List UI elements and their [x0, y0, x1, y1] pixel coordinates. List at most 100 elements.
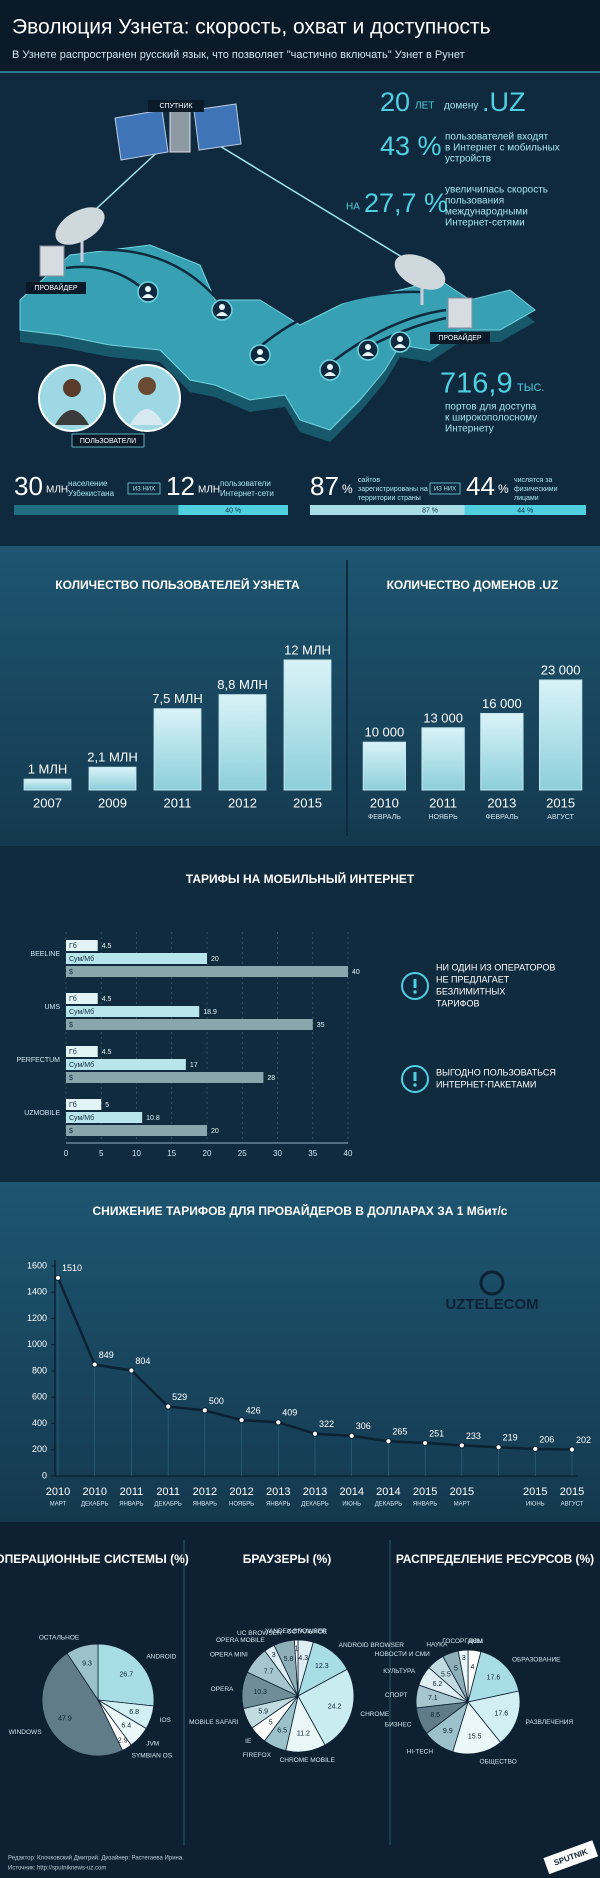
y-tick-label: 1400 [27, 1287, 47, 1297]
x-tick-label: 2014 [376, 1486, 400, 1498]
value-label: 35 [317, 1022, 325, 1029]
sputnik-logo: SPUTNIK [543, 1840, 599, 1875]
x-tick-sublabel: ЯНВАРЬ [193, 1502, 217, 1508]
note-text: БЕЗЛИМИТНЫХ [436, 986, 505, 996]
uztelecom-logo: UZTELECOM [445, 1270, 539, 1313]
series-label: Сум/Мб [69, 1114, 94, 1122]
fact-number: 43 % [380, 131, 442, 161]
series-label: $ [69, 1075, 73, 1082]
x-tick-sublabel: ЯНВАРЬ [119, 1502, 143, 1508]
slice-label: ОБРАЗОВАНИЕ [512, 1656, 561, 1663]
value-label: 5.9 [258, 1708, 268, 1715]
value-label: 5.5 [441, 1671, 451, 1678]
value-label: 24.2 [328, 1704, 342, 1711]
slice-label: FIREFOX [243, 1752, 272, 1759]
strip-number: 44 [466, 471, 495, 501]
header-bg [0, 0, 600, 72]
share-bar [310, 505, 551, 515]
series-label: Гб [69, 942, 77, 950]
value-label: 409 [282, 1408, 297, 1418]
note-text: ВЫГОДНО ПОЛЬЗОВАТЬСЯ [436, 1067, 556, 1077]
strip-unit: % [342, 482, 353, 496]
value-label: 6.4 [121, 1722, 131, 1729]
footer-credits: Редактор: Клочковский Дмитрий. Дизайнер:… [8, 1855, 184, 1862]
x-tick-label: 0 [64, 1149, 69, 1158]
point [348, 1432, 355, 1439]
x-tick-label: 30 [273, 1149, 282, 1158]
chart-title: КОЛИЧЕСТВО ДОМЕНОВ .UZ [387, 578, 559, 592]
point [422, 1439, 429, 1447]
pie-slice [467, 1651, 520, 1703]
strip-unit: % [498, 482, 509, 496]
strip-text: ИЗ НИХ [133, 487, 155, 493]
value-label: 849 [99, 1350, 114, 1360]
series-label: Гб [69, 1101, 77, 1109]
x-tick-label: 20 [203, 1149, 212, 1158]
fact-number: 716,9 [440, 368, 513, 400]
share-label: 40 % [225, 507, 241, 514]
map-label: ПРОВАЙДЕР [438, 333, 482, 342]
value-label: 202 [576, 1435, 591, 1445]
value-label: 20 [211, 956, 219, 963]
share-label: 44 % [517, 507, 533, 514]
map-label: ПОЛЬЗОВАТЕЛИ [80, 438, 136, 445]
slice-label: MOBILE SAFARI [189, 1719, 239, 1726]
x-tick-sublabel: НОЯБРЬ [229, 1502, 254, 1508]
x-tick-label: 2012 [193, 1486, 217, 1498]
value-label: 5 [105, 1102, 109, 1109]
slice-label: СПОРТ [385, 1692, 407, 1699]
strip-text: ИЗ НИХ [434, 487, 456, 493]
value-label: 20 [211, 1128, 219, 1135]
value-label: 2.9 [118, 1738, 128, 1745]
fact-text: международными [445, 207, 528, 218]
value-label: 12.3 [315, 1663, 329, 1670]
slice-label: ДОМ [468, 1638, 483, 1645]
chart-title: РАСПРЕДЕЛЕНИЕ РЕСУРСОВ (%) [396, 1552, 594, 1566]
strip-number: 87 [310, 471, 339, 501]
value-label: 26.7 [120, 1671, 134, 1678]
series-label: $ [69, 1128, 73, 1135]
x-tick-label: 25 [238, 1149, 247, 1158]
value-label: 28 [267, 1075, 275, 1082]
x-tick-label: 10 [132, 1149, 141, 1158]
slice-label: IE [245, 1738, 252, 1745]
y-tick-label: 600 [32, 1392, 47, 1402]
value-label: 9.9 [443, 1728, 453, 1735]
slice-label: РАЗВЛЕЧЕНИЯ [525, 1719, 573, 1726]
value-label: 1 МЛН [28, 762, 68, 777]
x-tick-label: 2012 [229, 1486, 253, 1498]
value-label: 322 [319, 1419, 334, 1429]
strip-text: Интернет-сети [220, 489, 274, 498]
slice-label: OPERA [211, 1686, 234, 1693]
x-tick-sublabel: ЯНВАРЬ [266, 1502, 290, 1508]
x-tick-sublabel: ФЕВРАЛЬ [485, 814, 518, 821]
of-them-box [127, 482, 161, 495]
series-label: $ [69, 969, 73, 976]
point [128, 1367, 135, 1374]
fact-text: Интернет-сетями [445, 218, 525, 229]
bar [66, 1112, 143, 1123]
x-tick-label: 2013 [266, 1486, 290, 1498]
x-tick-label: 2011 [156, 1486, 180, 1498]
fact-text: пользования [445, 196, 504, 207]
fact-text: увеличилась скорость [445, 185, 548, 196]
strip-text: числятся за [514, 477, 553, 484]
value-label: 15.5 [468, 1734, 482, 1741]
pie-slice [452, 1701, 502, 1755]
pie-slice [97, 1643, 155, 1707]
point [532, 1445, 539, 1453]
value-label: 4.5 [102, 1049, 112, 1056]
point [91, 1361, 98, 1368]
x-tick-label: 2010 [370, 795, 399, 810]
slice-label: OPERA MOBILE [216, 1637, 265, 1644]
slice-label: ANDROID [146, 1653, 176, 1660]
value-label: 4 [470, 1664, 474, 1671]
value-label: 8,8 МЛН [217, 677, 267, 692]
strip-text: население [68, 479, 108, 488]
note-text: ТАРИФОВ [436, 998, 480, 1008]
value-label: 17.6 [495, 1711, 509, 1718]
category-label: BEELINE [30, 951, 60, 958]
slice-label: ANDROID BROWSER [339, 1642, 405, 1649]
point [495, 1444, 502, 1451]
value-label: 8.5 [430, 1712, 440, 1719]
